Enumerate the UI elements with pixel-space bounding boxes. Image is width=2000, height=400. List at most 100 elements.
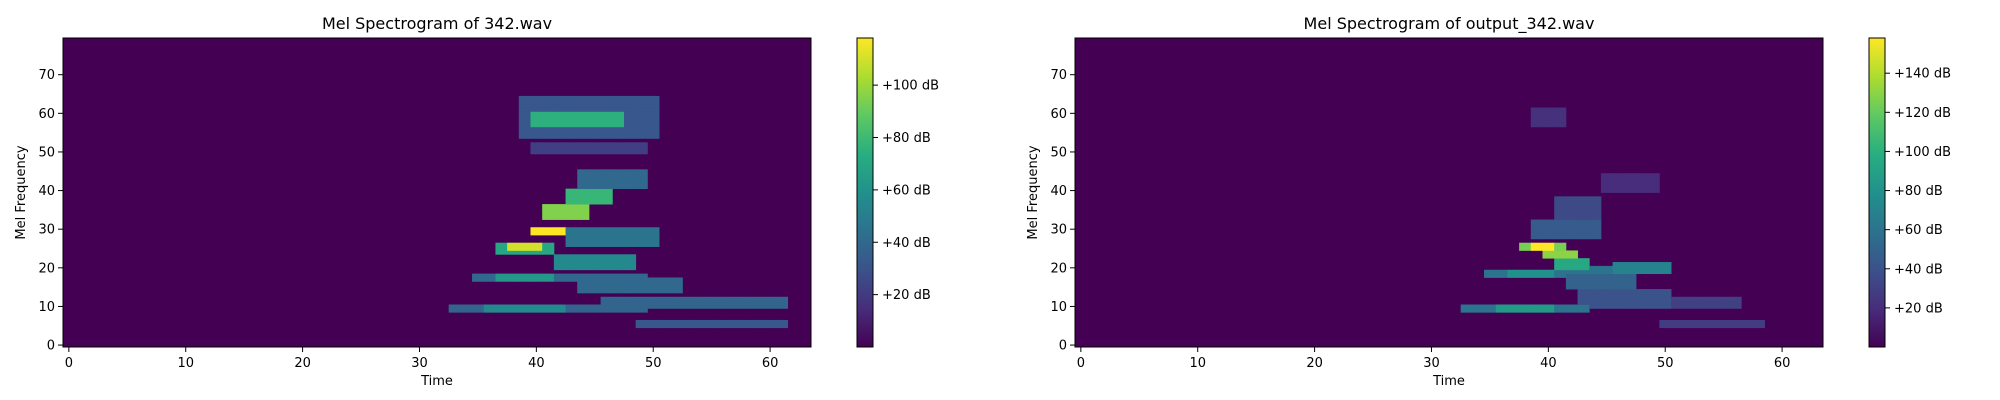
heatmap-cell	[1682, 304, 1695, 309]
heatmap-cell	[647, 111, 660, 116]
heatmap-cell	[1600, 269, 1614, 275]
heatmap-cell	[1565, 277, 1578, 282]
y-tick-label: 0	[47, 339, 55, 354]
heatmap-cell	[612, 254, 625, 259]
heatmap-cell	[507, 304, 520, 309]
heatmap-cell	[612, 119, 625, 124]
heatmap-cell	[530, 231, 543, 236]
heatmap-cell	[612, 273, 625, 278]
heatmap-cell	[612, 134, 625, 139]
heatmap-cell	[624, 258, 637, 263]
heatmap-cell	[577, 273, 590, 278]
heatmap-cell	[518, 273, 531, 278]
heatmap-cell	[577, 277, 590, 282]
heatmap-cell	[612, 115, 625, 120]
heatmap-cell	[1612, 300, 1625, 305]
heatmap-cell	[635, 281, 648, 286]
heatmap-cell	[588, 126, 602, 132]
y-tick-label: 10	[1050, 300, 1067, 315]
heatmap-cell	[1624, 269, 1637, 275]
heatmap-cell	[1729, 304, 1742, 309]
heatmap-cell	[530, 227, 543, 232]
heatmap-cell	[1484, 304, 1497, 309]
heatmap-cell	[600, 289, 613, 294]
heatmap-cell	[542, 146, 555, 151]
heatmap-cell	[1554, 231, 1567, 236]
heatmap-cell	[775, 304, 789, 309]
heatmap-cell	[612, 262, 625, 267]
heatmap-cell	[565, 234, 578, 240]
heatmap-cell	[577, 231, 590, 236]
heatmap-cell	[472, 273, 485, 278]
heatmap-cell	[530, 130, 543, 135]
heatmap-cell	[1577, 200, 1590, 205]
heatmap-cell	[1554, 122, 1567, 128]
heatmap-cell	[1484, 269, 1497, 275]
heatmap-cell	[647, 107, 660, 112]
heatmap-cell	[647, 300, 660, 305]
heatmap-cell	[647, 285, 660, 290]
heatmap-cell	[1565, 200, 1578, 205]
heatmap-cell	[518, 95, 531, 101]
x-tick-label: 10	[177, 356, 194, 371]
heatmap-cell	[553, 304, 566, 309]
heatmap-cell	[1530, 115, 1543, 120]
heatmap-cell	[729, 300, 742, 305]
heatmap-cell	[612, 180, 625, 186]
heatmap-cell	[1565, 207, 1578, 213]
heatmap-cell	[542, 130, 555, 135]
heatmap-cell	[553, 115, 566, 120]
heatmap-cell	[752, 323, 765, 329]
heatmap-cell	[530, 150, 543, 155]
heatmap-cell	[518, 99, 531, 105]
heatmap-cell	[542, 304, 555, 309]
heatmap-cell	[1565, 231, 1578, 236]
heatmap-cell	[600, 285, 613, 290]
x-tick-label: 40	[1540, 356, 1557, 371]
heatmap-cell	[1600, 277, 1614, 282]
heatmap-cell	[577, 99, 590, 105]
heatmap-cell	[1554, 254, 1567, 259]
heatmap-cell	[635, 180, 648, 186]
heatmap-cell	[1600, 289, 1614, 294]
heatmap-cell	[635, 122, 648, 128]
heatmap-cell	[530, 115, 543, 120]
heatmap-cell	[600, 150, 613, 155]
y-tick-label: 10	[38, 300, 55, 315]
heatmap-cell	[647, 227, 660, 232]
heatmap-cell	[518, 107, 531, 112]
heatmap-cell	[588, 115, 602, 120]
heatmap-cell	[729, 296, 742, 302]
heatmap-cell	[577, 184, 590, 190]
heatmap-cell	[1671, 323, 1684, 329]
heatmap-cell	[577, 204, 590, 209]
heatmap-cell	[717, 323, 730, 329]
heatmap-cell	[729, 323, 742, 329]
heatmap-cell	[624, 234, 637, 240]
heatmap-cell	[565, 99, 578, 105]
heatmap-cell	[635, 177, 648, 182]
heatmap-cell	[588, 281, 602, 286]
heatmap-cell	[1565, 219, 1578, 224]
heatmap-cell	[577, 115, 590, 120]
heatmap-cell	[577, 289, 590, 294]
heatmap-cell	[600, 134, 613, 139]
heatmap-cell	[600, 122, 613, 128]
heatmap-cell	[542, 250, 555, 255]
heatmap-cell	[1659, 296, 1672, 302]
heatmap-cell	[588, 169, 602, 174]
heatmap-cell	[495, 277, 508, 282]
heatmap-cell	[635, 323, 648, 329]
heatmap-cell	[600, 126, 613, 132]
heatmap-cell	[612, 308, 625, 313]
heatmap-cell	[670, 319, 683, 325]
x-tick-label: 30	[411, 356, 428, 371]
heatmap-cell	[1612, 277, 1625, 282]
heatmap-cell	[624, 126, 637, 132]
heatmap-cell	[600, 146, 613, 151]
heatmap-cell	[1530, 273, 1543, 278]
heatmap-cell	[624, 296, 637, 302]
heatmap-cell	[1636, 296, 1649, 302]
heatmap-cell	[670, 296, 683, 302]
